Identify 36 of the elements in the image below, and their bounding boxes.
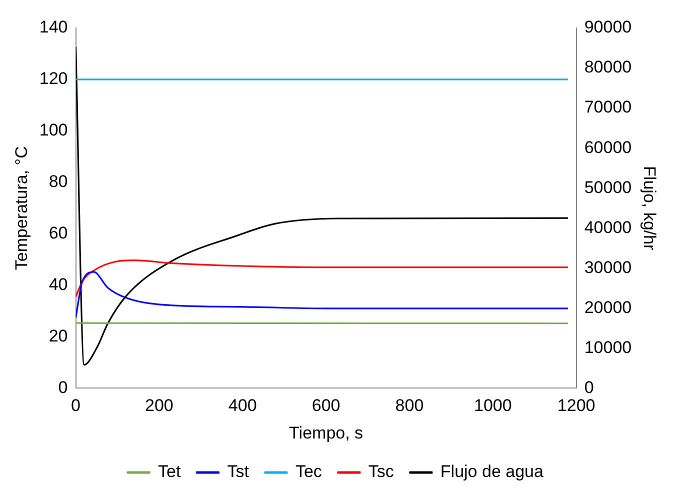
legend-label: Tst [227, 462, 250, 482]
y2-tick-label: 90000 [584, 18, 632, 37]
y2-tick-label: 80000 [584, 58, 632, 77]
y-axis-title: Temperatura, °C [12, 146, 31, 270]
y-tick-label: 20 [48, 326, 68, 346]
y-tick-label: 60 [48, 224, 68, 243]
y-tick-label: 40 [48, 274, 68, 294]
y2-axis-title: Flujo, kg/hr [640, 166, 660, 250]
y2-tick-label: 50000 [584, 178, 632, 197]
legend-label: Tsc [368, 462, 394, 482]
line-series [76, 260, 569, 298]
line-series [76, 271, 569, 319]
x-tick-label: 1200 [557, 396, 596, 416]
y-tick-label: 0 [58, 378, 68, 397]
x-tick-label: 400 [228, 396, 257, 416]
y-tick-label: 80 [48, 172, 68, 192]
x-tick-label: 600 [312, 396, 340, 416]
y2-tick-label: 10000 [584, 338, 632, 357]
y2-tick-label: 40000 [584, 218, 632, 237]
y-tick-label: 140 [39, 18, 68, 37]
x-tick-label: 0 [71, 396, 80, 416]
y-tick-label: 100 [39, 120, 68, 140]
y-tick-label: 120 [39, 69, 68, 88]
x-tick-label: 1000 [474, 396, 512, 416]
x-tick-label: 200 [145, 396, 174, 416]
line-series [76, 46, 569, 366]
y2-tick-label: 60000 [584, 138, 632, 157]
y2-tick-label: 20000 [584, 298, 632, 317]
legend-label: Tet [158, 462, 182, 482]
y2-tick-label: 0 [584, 378, 594, 397]
y2-tick-label: 70000 [584, 98, 632, 117]
x-axis-title: Tiempo, s [289, 423, 364, 442]
x-tick-label: 800 [395, 396, 424, 416]
y2-tick-label: 30000 [584, 258, 632, 277]
legend-label: Flujo de agua [440, 462, 544, 482]
legend-label: Tec [295, 462, 322, 482]
